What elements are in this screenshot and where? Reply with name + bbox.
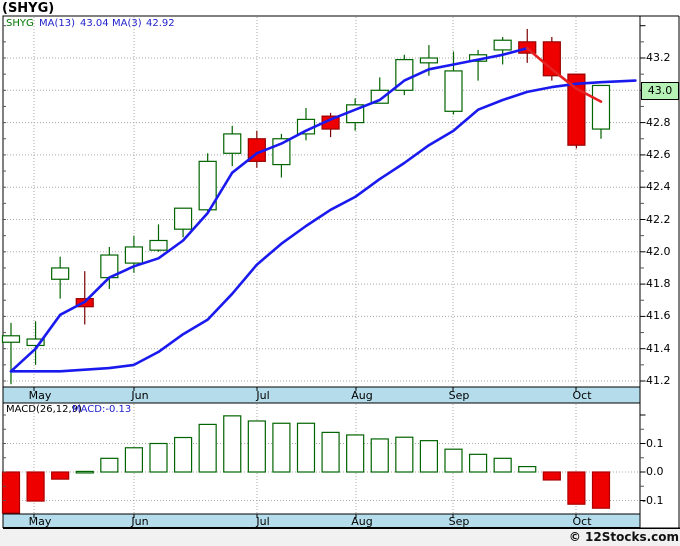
candle-up-5 — [124, 246, 144, 264]
macd-bar-up-4 — [100, 457, 119, 473]
legend-ma3-value: 42.92 — [146, 18, 175, 29]
price-axis-label-42.0: 42.0 — [646, 244, 671, 258]
macd-legend-name: MACD(26,12,9) — [6, 404, 82, 415]
macd-bar-up-15 — [370, 438, 389, 473]
price-axis-label-42.6: 42.6 — [646, 147, 671, 161]
macd-bar-down-2 — [51, 471, 70, 480]
bottom-strip — [0, 529, 680, 546]
macd-bar-up-11 — [272, 422, 291, 473]
month-label-bottom-Aug: Aug — [351, 515, 373, 528]
macd-bar-up-17 — [419, 440, 439, 473]
candle-up-7 — [173, 207, 193, 230]
candle-up-2 — [51, 267, 70, 280]
macd-bar-down-1 — [26, 471, 45, 502]
price-axis-label-41.2: 41.2 — [646, 374, 671, 387]
legend-ma13-value: 43.04 — [80, 18, 109, 29]
macd-bar-up-5 — [124, 447, 144, 473]
price-axis-label-41.6: 41.6 — [646, 309, 671, 323]
month-label-top-Jun: Jun — [131, 389, 149, 402]
macd-bar-down-23 — [567, 471, 586, 505]
macd-bar-up-10 — [247, 420, 266, 473]
macd-bar-up-20 — [493, 457, 512, 473]
month-axis-bar-bottom — [2, 513, 641, 528]
month-label-bottom-May: May — [28, 515, 52, 528]
month-label-top-Jul: Jul — [256, 389, 270, 402]
ma3-line-blue — [9, 46, 529, 373]
macd-bar-up-13 — [321, 431, 340, 473]
macd-bar-down-22 — [542, 471, 561, 481]
legend-ma13-label: MA(13) — [39, 18, 75, 29]
candle-up-9 — [223, 133, 242, 154]
price-panel — [2, 15, 641, 388]
macd-axis-label-0.0: 0.0 — [646, 465, 664, 478]
macd-bar-up-16 — [395, 436, 414, 473]
macd-bar-up-14 — [346, 434, 365, 473]
macd-bar-down-0 — [1, 471, 21, 514]
macd-axis-label-0.1: 0.1 — [646, 436, 664, 450]
macd-bar-up-9 — [223, 415, 242, 473]
candle-up-0 — [1, 335, 21, 343]
macd-bar-up-6 — [149, 442, 168, 473]
macd-bar-up-8 — [198, 423, 217, 473]
candle-up-15 — [370, 89, 389, 104]
month-label-bottom-Oct: Oct — [572, 515, 592, 528]
candle-up-8 — [198, 160, 217, 211]
macd-bar-up-18 — [444, 448, 463, 473]
candle-up-18 — [444, 70, 463, 112]
macd-axis-label--0.1: -0.1 — [642, 493, 664, 507]
month-label-top-Oct: Oct — [572, 389, 592, 402]
chart-title: (SHYG) — [2, 1, 55, 16]
price-axis-label-42.8: 42.8 — [646, 115, 671, 129]
candle-up-20 — [493, 39, 512, 51]
month-axis-bar-top — [2, 386, 641, 404]
candle-up-17 — [419, 57, 439, 64]
watermark: © 12Stocks.com — [568, 530, 679, 544]
price-axis-label-42.2: 42.2 — [646, 212, 671, 226]
macd-bar-up-12 — [296, 422, 316, 473]
macd-bar-up-3 — [75, 470, 94, 474]
ma13-line — [9, 79, 637, 373]
price-axis-label-41.8: 41.8 — [646, 277, 671, 291]
month-label-top-Aug: Aug — [351, 389, 373, 402]
candle-up-24 — [591, 84, 611, 130]
legend-ma3-label: MA(3) — [112, 18, 142, 29]
candle-up-6 — [149, 239, 168, 251]
month-label-bottom-Jul: Jul — [256, 515, 270, 528]
macd-bar-down-24 — [591, 471, 611, 509]
outer-bottom-border — [3, 527, 680, 530]
ma3-line-red-declining — [525, 46, 603, 103]
last-price-badge: 43.0 — [641, 82, 679, 100]
month-label-bottom-Sep: Sep — [448, 515, 470, 528]
month-label-top-May: May — [28, 389, 52, 402]
price-axis-label-42.4: 42.4 — [646, 180, 671, 194]
month-label-top-Sep: Sep — [448, 389, 470, 402]
macd-bar-up-21 — [518, 465, 537, 473]
macd-bar-up-7 — [173, 436, 193, 473]
candle-up-1 — [26, 338, 45, 347]
legend-symbol: SHYG — [6, 18, 34, 29]
price-axis-label-41.4: 41.4 — [646, 341, 671, 355]
price-axis-label-43.2: 43.2 — [646, 51, 671, 64]
macd-legend-value: MACD:-0.13 — [72, 404, 132, 415]
macd-bar-up-19 — [468, 453, 488, 473]
month-label-bottom-Jun: Jun — [131, 515, 149, 528]
